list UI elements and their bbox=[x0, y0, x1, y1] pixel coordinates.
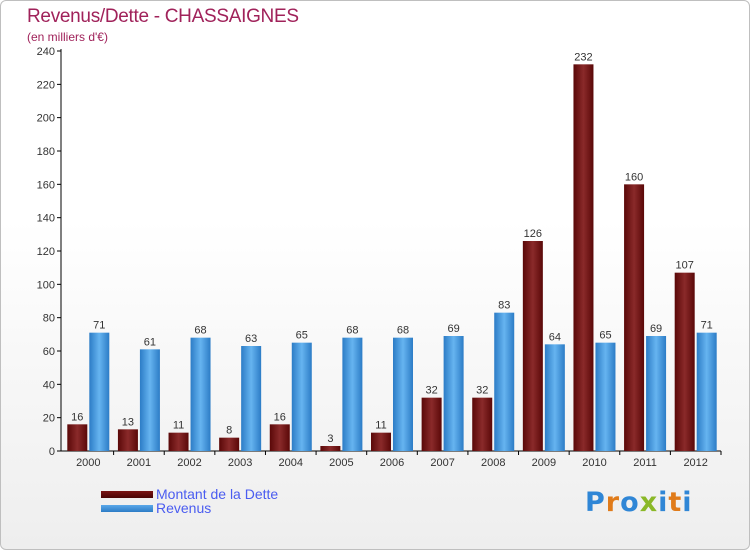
bar-debt bbox=[674, 272, 695, 451]
proxiti-logo: Proxiti bbox=[585, 487, 693, 518]
x-tick-label: 2011 bbox=[633, 457, 657, 469]
data-label-revenue: 71 bbox=[93, 320, 105, 332]
bar-revenue bbox=[393, 337, 413, 451]
data-label-debt: 16 bbox=[274, 411, 286, 423]
data-label-revenue: 65 bbox=[599, 330, 611, 342]
y-tick-label: 60 bbox=[43, 346, 55, 358]
x-tick-label: 2012 bbox=[683, 457, 707, 469]
y-tick-label: 120 bbox=[37, 246, 55, 258]
legend-swatch-revenue bbox=[101, 505, 153, 512]
y-tick-label: 100 bbox=[37, 279, 55, 291]
data-label-debt: 13 bbox=[122, 416, 134, 428]
y-tick-label: 0 bbox=[49, 446, 55, 458]
logo-letter: t bbox=[668, 487, 683, 518]
y-tick-label: 160 bbox=[37, 179, 55, 191]
data-label-revenue: 63 bbox=[245, 333, 257, 345]
x-tick-label: 2004 bbox=[279, 457, 303, 469]
data-label-revenue: 69 bbox=[447, 323, 459, 335]
y-tick-label: 240 bbox=[37, 46, 55, 58]
chart-axes: 0 20 40 60 80 100 120 140 160 180 200 220 240 bbox=[37, 46, 722, 458]
bar-debt bbox=[573, 64, 594, 452]
x-tick-label: 2002 bbox=[177, 457, 201, 469]
x-tick-label: 2005 bbox=[329, 457, 353, 469]
bar-debt bbox=[624, 184, 645, 452]
data-label-debt: 11 bbox=[173, 420, 184, 432]
chart-subtitle: (en milliers d'€) bbox=[27, 30, 108, 44]
logo-letter: P bbox=[585, 487, 606, 518]
x-tick-label: 2009 bbox=[532, 457, 556, 469]
y-tick-label: 220 bbox=[37, 79, 55, 91]
bar-revenue bbox=[494, 312, 515, 451]
bar-revenue bbox=[443, 336, 464, 451]
data-label-debt: 8 bbox=[226, 425, 232, 437]
data-label-revenue: 64 bbox=[549, 331, 561, 343]
data-label-debt: 32 bbox=[476, 385, 488, 397]
logo-letter: x bbox=[639, 487, 659, 518]
x-tick-label: 2010 bbox=[582, 457, 606, 469]
legend-label-debt: Montant de la Dette bbox=[156, 486, 279, 502]
x-tick-label: 2000 bbox=[76, 457, 100, 469]
bar-debt bbox=[219, 437, 240, 451]
data-label-revenue: 68 bbox=[397, 325, 409, 337]
bar-debt bbox=[522, 241, 543, 451]
data-label-debt: 107 bbox=[676, 260, 694, 272]
x-tick-label: 2008 bbox=[481, 457, 505, 469]
data-label-debt: 160 bbox=[625, 171, 643, 183]
data-label-debt: 16 bbox=[71, 411, 83, 423]
bar-revenue bbox=[139, 349, 160, 451]
data-label-debt: 11 bbox=[375, 420, 386, 432]
bar-debt bbox=[421, 397, 442, 451]
logo-letter: r bbox=[605, 487, 621, 518]
legend-swatch-debt bbox=[101, 491, 153, 498]
y-tick-label: 180 bbox=[37, 146, 55, 158]
bar-debt bbox=[168, 432, 189, 451]
bar-debt bbox=[371, 432, 391, 451]
x-tick-label: 2007 bbox=[430, 457, 454, 469]
data-label-revenue: 68 bbox=[346, 325, 358, 337]
y-tick-label: 20 bbox=[43, 413, 55, 425]
x-tick-label: 2006 bbox=[380, 457, 404, 469]
bar-revenue bbox=[190, 337, 211, 451]
bar-debt bbox=[117, 429, 138, 451]
data-label-revenue: 71 bbox=[701, 320, 713, 332]
bar-revenue bbox=[544, 344, 565, 451]
data-label-debt: 32 bbox=[425, 385, 437, 397]
logo-letter: i bbox=[658, 487, 669, 518]
y-tick-label: 140 bbox=[37, 213, 55, 225]
data-label-revenue: 68 bbox=[194, 325, 206, 337]
data-label-revenue: 61 bbox=[144, 336, 156, 348]
y-tick-label: 200 bbox=[37, 113, 55, 125]
bar-debt bbox=[472, 397, 493, 451]
chart-title: Revenus/Dette - CHASSAIGNES bbox=[27, 6, 299, 27]
y-tick-label: 40 bbox=[43, 379, 55, 391]
bar-debt bbox=[67, 424, 88, 451]
bar-revenue bbox=[291, 342, 312, 451]
chart-labels: 2000 16 71 2001 13 61 2002 11 68 2003 8 63 2004 16 65 2… bbox=[71, 51, 713, 469]
data-label-revenue: 69 bbox=[650, 323, 662, 335]
y-tick-label: 80 bbox=[43, 313, 55, 325]
bar-revenue bbox=[342, 337, 363, 451]
bar-revenue bbox=[89, 332, 110, 451]
bar-revenue bbox=[696, 332, 717, 451]
bar-revenue bbox=[646, 336, 667, 451]
data-label-revenue: 83 bbox=[498, 300, 510, 312]
legend-label-revenue: Revenus bbox=[156, 500, 212, 516]
bar-debt bbox=[320, 446, 341, 451]
data-label-debt: 3 bbox=[327, 433, 333, 445]
logo-letter: i bbox=[682, 487, 693, 518]
data-label-debt: 232 bbox=[574, 51, 592, 63]
bar-revenue bbox=[241, 346, 262, 451]
logo-letter: o bbox=[620, 487, 640, 518]
bar-revenue bbox=[595, 342, 616, 451]
data-label-revenue: 65 bbox=[296, 330, 308, 342]
chart-bars bbox=[67, 64, 717, 452]
x-tick-label: 2003 bbox=[228, 457, 252, 469]
data-label-debt: 126 bbox=[524, 228, 542, 240]
bar-debt bbox=[269, 424, 290, 451]
x-tick-label: 2001 bbox=[127, 457, 151, 469]
